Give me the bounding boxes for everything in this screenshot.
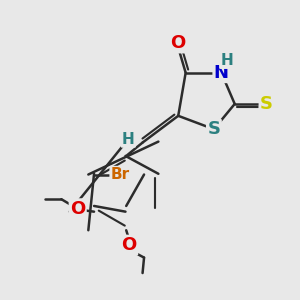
Text: Br: Br [111,167,130,182]
Text: S: S [207,120,220,138]
Text: O: O [70,200,85,218]
Text: O: O [171,34,186,52]
Text: H: H [122,131,135,146]
Text: N: N [214,64,229,82]
Text: O: O [122,236,137,254]
Text: S: S [260,95,273,113]
Text: H: H [220,53,233,68]
